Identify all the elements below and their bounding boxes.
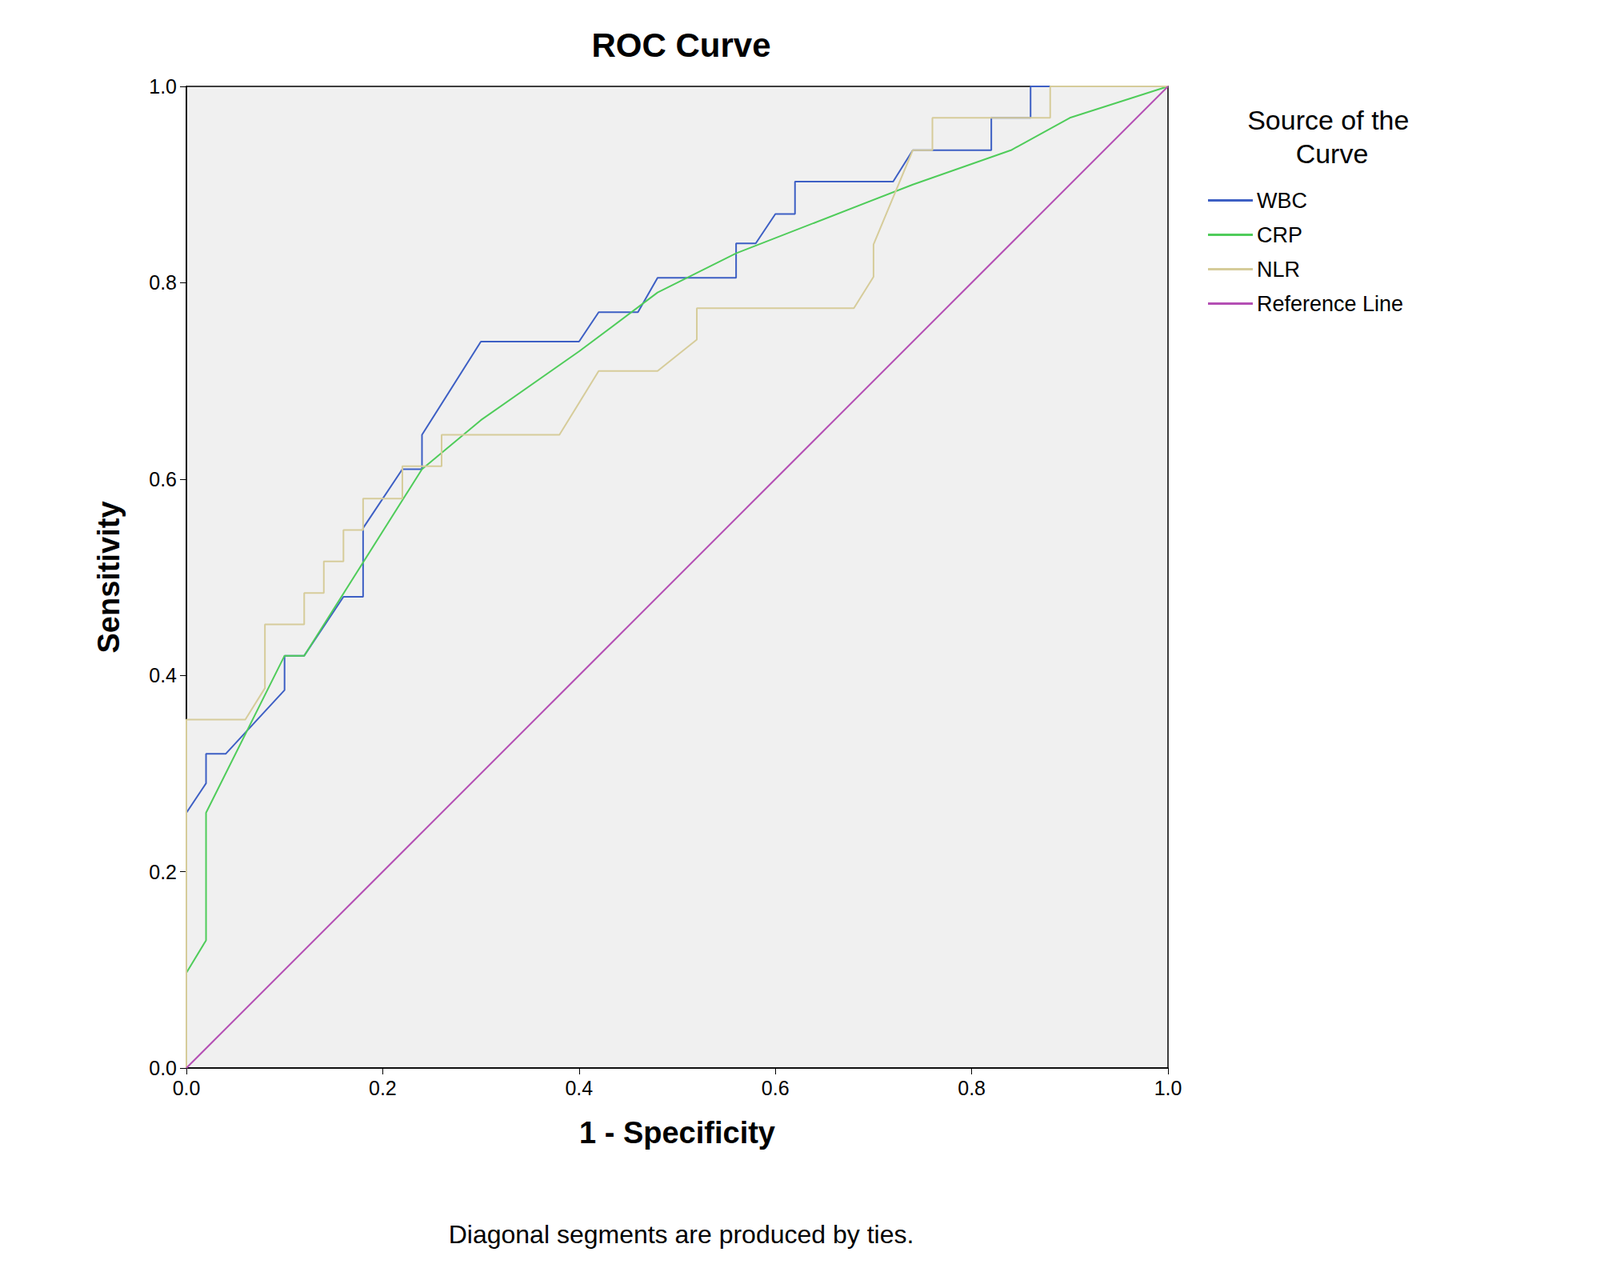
svg-text:0.8: 0.8 bbox=[957, 1076, 986, 1100]
svg-text:1.0: 1.0 bbox=[148, 75, 177, 98]
svg-text:0.4: 0.4 bbox=[148, 664, 177, 687]
svg-text:0.2: 0.2 bbox=[148, 860, 177, 884]
svg-text:NLR: NLR bbox=[1256, 257, 1300, 282]
svg-text:0.4: 0.4 bbox=[564, 1076, 593, 1100]
svg-text:Diagonal segments are produced: Diagonal segments are produced by ties. bbox=[448, 1220, 915, 1249]
svg-text:WBC: WBC bbox=[1256, 188, 1308, 213]
svg-text:0.0: 0.0 bbox=[172, 1076, 201, 1100]
svg-text:0.8: 0.8 bbox=[148, 271, 177, 294]
svg-text:Reference Line: Reference Line bbox=[1256, 292, 1404, 316]
svg-text:1 - Specificity: 1 - Specificity bbox=[579, 1116, 776, 1150]
svg-text:0.6: 0.6 bbox=[148, 468, 177, 491]
svg-text:CRP: CRP bbox=[1256, 223, 1303, 248]
svg-text:0.0: 0.0 bbox=[148, 1056, 177, 1080]
svg-text:0.2: 0.2 bbox=[368, 1076, 397, 1100]
svg-text:Curve: Curve bbox=[1296, 138, 1369, 169]
svg-text:0.6: 0.6 bbox=[761, 1076, 790, 1100]
svg-text:ROC Curve: ROC Curve bbox=[591, 26, 771, 64]
svg-text:Source of the: Source of the bbox=[1247, 104, 1417, 136]
svg-text:Sensitivity: Sensitivity bbox=[92, 500, 126, 653]
svg-text:1.0: 1.0 bbox=[1154, 1076, 1183, 1100]
